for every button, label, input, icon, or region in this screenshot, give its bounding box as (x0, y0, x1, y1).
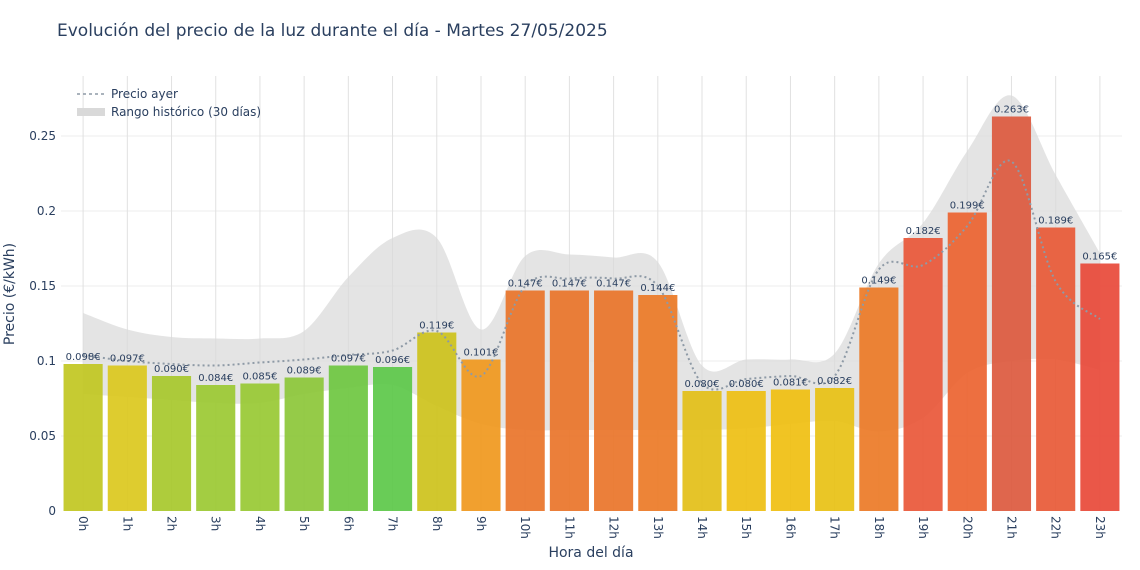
data-label: 0.084€ (198, 373, 233, 384)
historical-range-area (83, 95, 1100, 432)
x-tick-label: 3h (209, 516, 223, 531)
x-tick-label: 5h (297, 516, 311, 531)
x-axis-title: Hora del día (548, 545, 633, 561)
bar-17h (815, 388, 855, 511)
legend-swatch-range (77, 108, 105, 116)
data-label: 0.149€ (861, 276, 896, 287)
x-tick-label: 8h (430, 516, 444, 531)
x-tick-label: 2h (165, 516, 179, 531)
y-axis-title: Precio (€/kWh) (2, 243, 18, 345)
x-tick-label: 20h (960, 516, 974, 539)
legend: Precio ayer Rango histórico (30 días) (77, 87, 261, 119)
x-tick-label: 9h (474, 516, 488, 531)
bar-10h (505, 290, 545, 511)
bar-0h (63, 364, 103, 511)
data-label: 0.085€ (242, 372, 277, 383)
yesterday-line-path (82, 159, 1101, 391)
data-label: 0.089€ (287, 366, 322, 377)
x-tick-label: 14h (695, 516, 709, 539)
bars (63, 116, 1120, 511)
x-tick-label: 11h (562, 516, 576, 539)
y-tick-label: 0.15 (29, 279, 56, 293)
x-tick-label: 22h (1049, 516, 1063, 539)
bar-8h (417, 332, 457, 511)
bar-11h (549, 290, 589, 511)
x-tick-label: 10h (518, 516, 532, 539)
bar-2h (151, 376, 192, 511)
data-label: 0.082€ (817, 376, 852, 387)
x-tick-label: 13h (651, 516, 665, 539)
x-tick-label: 7h (386, 516, 400, 531)
data-label: 0.263€ (994, 105, 1029, 116)
bar-20h (947, 212, 987, 511)
bar-14h (682, 391, 722, 511)
data-label: 0.098€ (66, 352, 101, 363)
data-label: 0.189€ (1038, 216, 1073, 227)
x-tick-label: 4h (253, 516, 267, 531)
data-label: 0.147€ (552, 279, 587, 290)
x-tick-label: 21h (1004, 516, 1018, 539)
x-tick-label: 17h (828, 516, 842, 539)
bar-22h (1036, 227, 1076, 511)
x-tick-label: 15h (739, 516, 753, 539)
y-tick-label: 0.05 (29, 429, 56, 443)
data-label: 0.119€ (419, 321, 454, 332)
data-label: 0.080€ (685, 379, 720, 390)
x-tick-label: 23h (1093, 516, 1107, 539)
data-label: 0.147€ (596, 279, 631, 290)
data-label: 0.165€ (1082, 252, 1117, 263)
x-tick-label: 1h (120, 516, 134, 531)
y-tick-label: 0.1 (37, 354, 56, 368)
chart-title: Evolución del precio de la luz durante e… (57, 21, 608, 41)
y-tick-label: 0.25 (29, 129, 56, 143)
x-tick-label: 16h (783, 516, 797, 539)
data-label: 0.144€ (640, 283, 675, 294)
bar-7h (373, 367, 413, 511)
yesterday-price-line (82, 159, 1101, 391)
legend-label-range: Rango histórico (30 días) (111, 105, 261, 119)
data-label: 0.096€ (375, 355, 410, 366)
x-tick-label: 19h (916, 516, 930, 539)
bar-19h (903, 238, 943, 511)
y-axis-ticks: 0 0.05 0.1 0.15 0.2 0.25 (29, 129, 56, 518)
x-tick-label: 12h (607, 516, 621, 539)
bar-13h (638, 295, 678, 511)
data-label: 0.080€ (729, 379, 764, 390)
bar-21h (991, 116, 1032, 511)
bar-1h (107, 365, 147, 511)
bar-18h (859, 287, 899, 511)
bar-5h (284, 377, 324, 511)
x-tick-label: 18h (872, 516, 886, 539)
y-tick-label: 0.2 (37, 204, 56, 218)
historical-range-band (83, 95, 1100, 432)
data-label: 0.199€ (950, 201, 985, 212)
data-label: 0.081€ (773, 378, 808, 389)
bar-6h (328, 365, 368, 511)
bar-23h (1080, 263, 1120, 511)
bar-15h (726, 391, 766, 511)
bar-9h (461, 359, 501, 511)
data-label: 0.097€ (331, 354, 366, 365)
x-axis-ticks: 0h 1h 2h 3h 4h 5h 6h 7h 8h 9h 10h 11h 12h 13h 14h 15h 16… (76, 516, 1107, 539)
bar-3h (196, 385, 236, 511)
legend-label-yesterday: Precio ayer (111, 87, 178, 101)
data-label: 0.097€ (110, 354, 145, 365)
bar-4h (240, 383, 280, 511)
bar-12h (594, 290, 634, 511)
bar-16h (770, 389, 810, 511)
x-tick-label: 0h (76, 516, 90, 531)
x-tick-label: 6h (341, 516, 355, 531)
data-label: 0.182€ (906, 226, 941, 237)
data-label: 0.090€ (154, 364, 189, 375)
y-tick-label: 0 (48, 504, 56, 518)
data-label: 0.101€ (463, 348, 498, 359)
data-labels: 0.098€ 0.097€ 0.090€ 0.084€ 0.085€ 0.089€ 0.09… (66, 105, 1118, 391)
data-label: 0.147€ (508, 279, 543, 290)
